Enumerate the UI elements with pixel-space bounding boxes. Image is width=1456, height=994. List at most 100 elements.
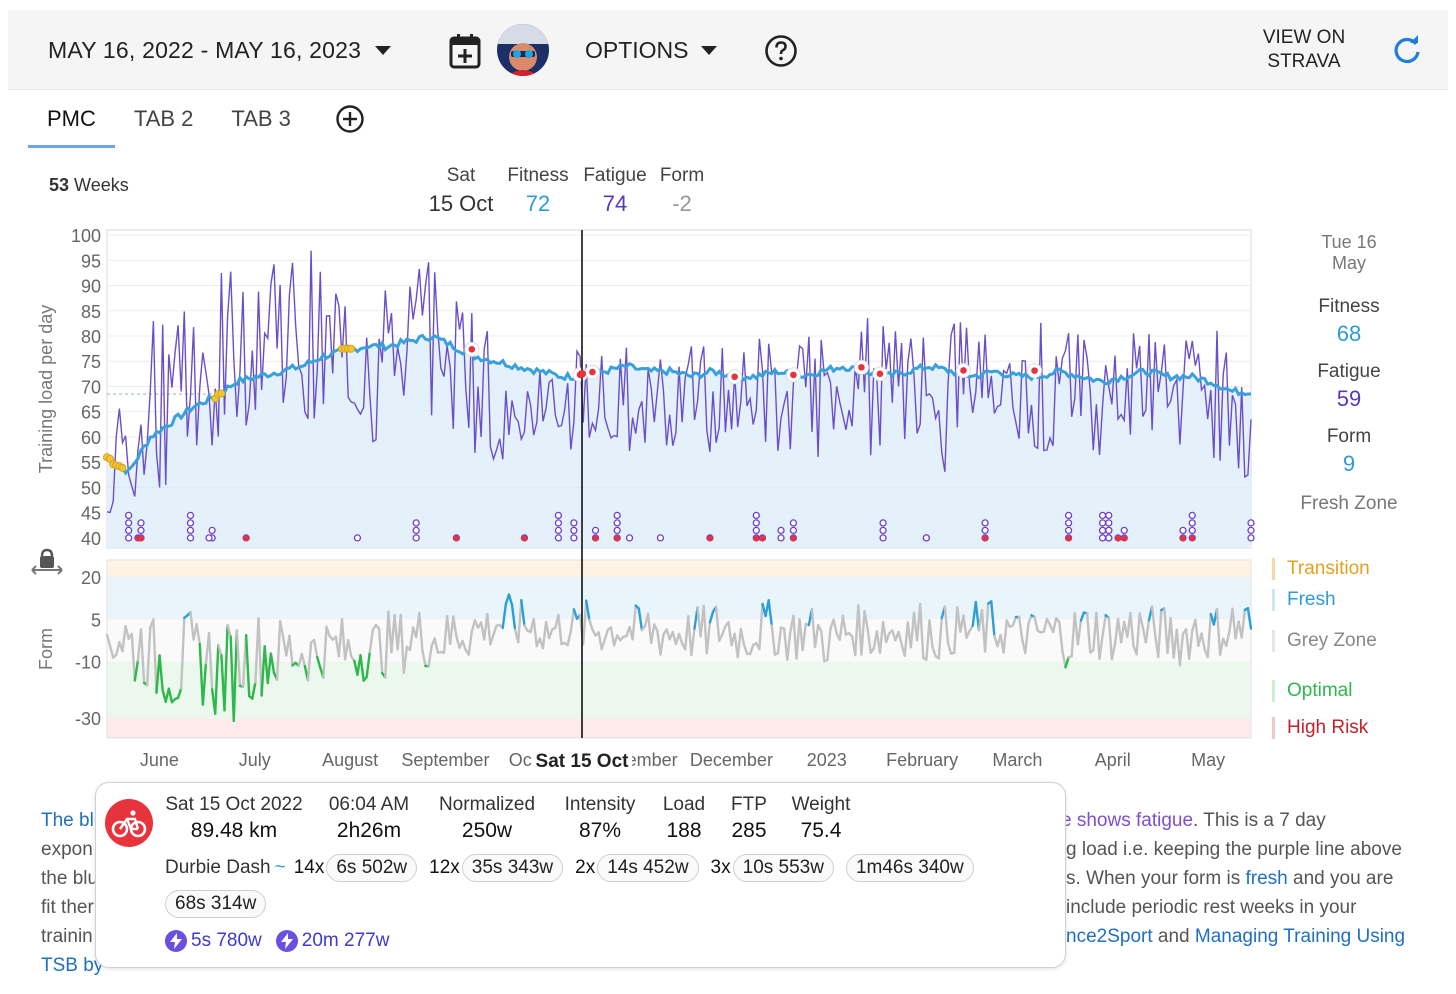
form-series-segment [368, 628, 375, 654]
form-series-segment [365, 650, 372, 679]
form-series-segment [275, 620, 282, 681]
activity-marker-red [453, 535, 460, 542]
activity-dot [591, 526, 600, 535]
para-line4-left: fit ther [41, 897, 94, 918]
activity-dot [412, 534, 420, 542]
form-zone-transition [107, 560, 1251, 577]
form-series-segment [708, 610, 715, 624]
form-series-segment [1150, 605, 1157, 636]
x-tick-label: April [1095, 750, 1131, 770]
activity-dot [1064, 519, 1073, 527]
tip-distance: 89.48 km [190, 819, 278, 842]
effort-chip[interactable]: 10s 553w [732, 854, 834, 882]
form-series-segment [266, 652, 273, 685]
activity-dot [625, 534, 634, 542]
tip-load-value: 188 [666, 819, 702, 842]
para-link-managing-training[interactable]: Managing Training Using [1194, 926, 1406, 947]
options-menu[interactable]: OPTIONS [585, 37, 717, 64]
form-series-segment [288, 634, 294, 667]
avatar[interactable] [497, 24, 549, 76]
add-tab-icon[interactable] [335, 104, 365, 139]
legend-transition: Transition [1272, 558, 1370, 580]
tab-3[interactable]: TAB 3 [231, 106, 291, 131]
activity-dot [981, 519, 989, 527]
para-link-source[interactable]: nce2Sport [1066, 926, 1153, 947]
form-series-segment [384, 610, 390, 679]
activity-dot [1105, 519, 1113, 527]
form-series-segment [983, 602, 990, 653]
activity-tooltip: Sat 15 Oct 2022 89.48 km 06:04 AM 2h26m … [95, 782, 1066, 968]
form-series-segment [325, 625, 331, 638]
view-on-strava-link[interactable]: VIEW ON STRAVA [1254, 26, 1354, 74]
form-series-segment [758, 602, 764, 651]
transition-marker [347, 344, 356, 353]
summary-form-value: -2 [672, 191, 692, 216]
para-line3-a: s. When your form is [1066, 868, 1246, 889]
form-series-segment [739, 627, 746, 646]
form-series-segment [1231, 607, 1237, 640]
effort-chip[interactable]: 14s 452w [597, 854, 699, 882]
effort-chip[interactable]: 6s 502w [326, 854, 418, 882]
peak-power-badge[interactable]: 20m 277w [275, 930, 390, 952]
form-series-segment [433, 637, 440, 654]
calendar-plus-icon[interactable] [442, 32, 488, 75]
help-icon[interactable] [764, 34, 798, 73]
form-series-segment [742, 643, 749, 655]
form-series-segment [1215, 608, 1222, 656]
form-series-segment [813, 623, 820, 649]
tab-pmc[interactable]: PMC [28, 100, 115, 148]
peak-value: 20m 277w [301, 930, 390, 951]
effort-chip[interactable]: 1m46s 340w [845, 854, 974, 882]
para-line5-mid: and [1152, 926, 1195, 947]
tip-peaks-row: 5s 780w 20m 277w [165, 930, 389, 952]
activity-marker-red [1189, 535, 1196, 542]
form-series-segment [925, 619, 931, 662]
form-series-segment [841, 614, 848, 636]
form-series-segment [306, 641, 313, 682]
activity-dot [789, 519, 798, 527]
form-series-segment [1101, 613, 1107, 637]
tip-weight-value: 75.4 [800, 819, 842, 842]
form-series-segment [189, 610, 195, 641]
weeks-number: 53 [49, 175, 70, 195]
para-line6-left[interactable]: TSB by [41, 955, 104, 976]
form-series-segment [810, 607, 817, 649]
form-series-segment [408, 626, 415, 652]
tip-efforts-row: Durbie Dash ~ 14x 6s 502w 12x 35s 343w 2… [165, 854, 974, 882]
tip-ride-name[interactable]: Durbie Dash [165, 857, 271, 878]
x-tick-label: December [690, 750, 773, 770]
effort-chip[interactable]: 35s 343w [461, 854, 564, 882]
form-series-segment [278, 620, 285, 639]
form-series-segment [489, 633, 495, 646]
form-series-segment [461, 639, 467, 652]
activity-dot [412, 519, 420, 527]
effort-count: 14x [293, 857, 325, 878]
form-series-segment [690, 627, 696, 657]
date-range-selector[interactable]: MAY 16, 2022 - MAY 16, 2023 [48, 37, 392, 64]
tip-load-label: Load [662, 794, 706, 815]
y-tick-label: 90 [81, 277, 101, 297]
peak-power-badge[interactable]: 5s 780w [165, 930, 262, 952]
refresh-icon[interactable] [1391, 34, 1423, 71]
para-fresh-link[interactable]: fresh [1245, 868, 1288, 889]
peak-marker [960, 367, 967, 374]
form-series-segment [145, 626, 152, 687]
form-series-segment [776, 626, 783, 655]
activity-dot [752, 511, 760, 520]
form-zone-fresh [107, 576, 1251, 620]
activity-dot [412, 526, 420, 535]
legend-fresh: Fresh [1272, 589, 1336, 611]
activity-dot [1247, 534, 1255, 542]
para-line2-right: g load i.e. keeping the purple line abov… [1066, 839, 1402, 860]
form-series-segment [1051, 617, 1058, 634]
tab-2[interactable]: TAB 2 [133, 106, 194, 131]
activity-dot [1064, 511, 1073, 520]
activity-dot [613, 526, 621, 535]
summary-fitness-label: Fitness [507, 165, 569, 186]
options-label: OPTIONS [585, 37, 689, 63]
activity-dot [1188, 519, 1196, 527]
lock-icon[interactable] [31, 548, 63, 583]
form-series-segment [223, 623, 229, 712]
effort-chip[interactable]: 68s 314w [165, 890, 267, 918]
